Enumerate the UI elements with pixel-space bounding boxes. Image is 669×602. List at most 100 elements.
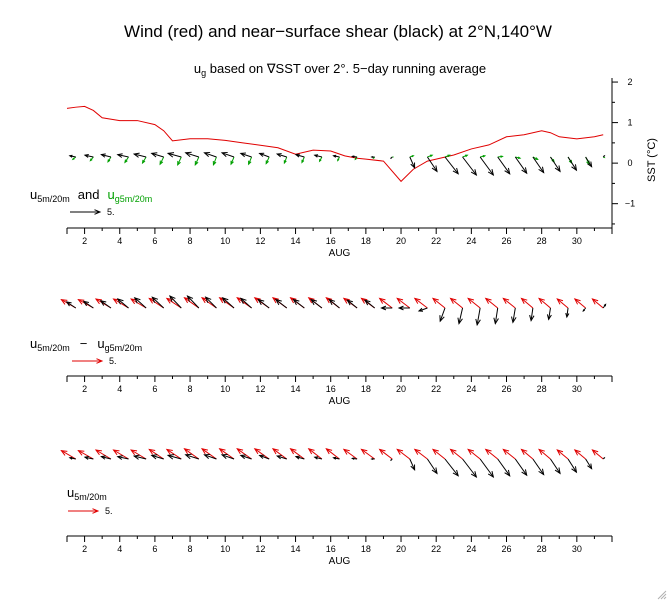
shear-arrow bbox=[426, 458, 438, 475]
wind-arrow bbox=[112, 449, 129, 460]
shear-arrow bbox=[83, 153, 94, 158]
sst-axis-label: SST (°C) bbox=[646, 138, 658, 182]
shear-arrow bbox=[332, 154, 340, 158]
x-tick-label: 14 bbox=[291, 384, 301, 394]
x-tick-label: 20 bbox=[396, 544, 406, 554]
shear-anomaly-arrow bbox=[186, 295, 200, 309]
shear-anomaly-arrow bbox=[239, 297, 252, 309]
wind-arrow bbox=[431, 448, 446, 460]
x-tick-label: 24 bbox=[466, 544, 476, 554]
wind-arrow bbox=[556, 298, 569, 309]
x-tick-label: 12 bbox=[255, 384, 265, 394]
shear-anomaly-arrow bbox=[328, 298, 340, 309]
wind-arrow bbox=[591, 298, 604, 309]
shear-arrow bbox=[550, 156, 561, 173]
wind-arrow bbox=[378, 297, 393, 309]
scale-arrow bbox=[68, 508, 100, 514]
sst-anomaly-line bbox=[66, 105, 604, 183]
x-tick-label: 10 bbox=[220, 384, 230, 394]
shear-arrow bbox=[567, 156, 578, 172]
wind-arrow bbox=[165, 448, 182, 460]
geostrophic-shear-arrow bbox=[265, 156, 270, 165]
shear-arrow bbox=[602, 154, 606, 158]
shear-anomaly-arrow bbox=[221, 296, 235, 309]
x-tick-label: 4 bbox=[117, 544, 122, 554]
shear-arrow bbox=[497, 458, 511, 477]
panel-1-wind-and-shear: SST (°C) 210−1 2 4 6 8 10 12 14 16 18 20 22 24 26 28 3… bbox=[30, 77, 658, 259]
shear-arrow bbox=[409, 458, 416, 471]
x-tick-label: 30 bbox=[572, 544, 582, 554]
shear-anomaly-arrow bbox=[133, 296, 147, 309]
shear-arrow bbox=[390, 458, 393, 462]
wind-arrow bbox=[431, 297, 446, 309]
geostrophic-shear-arrow bbox=[107, 156, 112, 163]
shear-arrow bbox=[294, 153, 305, 158]
shear-arrow bbox=[258, 454, 270, 460]
geostrophic-shear-arrow bbox=[515, 156, 522, 160]
shear-anomaly-arrow bbox=[310, 298, 323, 309]
x-tick-label: 10 bbox=[220, 544, 230, 554]
shear-anomaly-arrow bbox=[439, 307, 446, 323]
panel-1-scale-value: 5. bbox=[107, 207, 115, 217]
shear-anomaly-arrow bbox=[82, 300, 94, 309]
shear-arrow bbox=[550, 458, 561, 475]
wind-arrow bbox=[236, 448, 252, 460]
x-tick-label: 28 bbox=[537, 384, 547, 394]
geostrophic-shear-arrow bbox=[444, 154, 451, 158]
sst-tick-label: 1 bbox=[627, 118, 632, 128]
shear-anomaly-arrow bbox=[346, 299, 358, 309]
wind-vectors bbox=[60, 297, 604, 309]
x-tick-label: 6 bbox=[152, 544, 157, 554]
shear-anomaly-arrow bbox=[457, 307, 464, 325]
shear-anomaly-arrow bbox=[257, 298, 270, 309]
geostrophic-shear-arrow bbox=[248, 156, 253, 166]
x-tick-label: 8 bbox=[188, 384, 193, 394]
shear-arrow bbox=[203, 453, 217, 460]
wind-arrow bbox=[271, 448, 288, 460]
resize-grip-icon[interactable] bbox=[655, 588, 667, 600]
x-tick-label: 16 bbox=[326, 544, 336, 554]
wind-arrow bbox=[449, 297, 463, 309]
shear-arrow bbox=[166, 454, 182, 460]
shear-anomaly-arrow bbox=[493, 307, 499, 325]
shear-arrow bbox=[532, 458, 545, 476]
x-tick-label: 2 bbox=[82, 384, 87, 394]
scale-arrow bbox=[70, 209, 102, 215]
shear-arrow bbox=[390, 156, 393, 160]
shear-arrow bbox=[313, 456, 323, 460]
shear-arrow bbox=[479, 156, 495, 177]
wind-arrow bbox=[77, 449, 94, 460]
x-tick-label: 4 bbox=[117, 236, 122, 246]
wind-arrow bbox=[538, 297, 551, 309]
wind-arrow bbox=[325, 448, 340, 460]
x-tick-label: 10 bbox=[220, 236, 230, 246]
geostrophic-shear-arrow bbox=[337, 156, 340, 162]
geostrophic-shear-arrow bbox=[177, 156, 182, 166]
geostrophic-shear-arrow bbox=[318, 156, 323, 163]
wind-arrow bbox=[200, 448, 217, 460]
shear-arrow bbox=[585, 156, 593, 168]
x-tick-label: 24 bbox=[466, 236, 476, 246]
geostrophic-shear-arrow bbox=[230, 156, 235, 166]
shear-anomaly-vectors bbox=[65, 295, 607, 327]
shear-arrow bbox=[497, 156, 511, 175]
shear-anomaly-arrow bbox=[99, 300, 112, 309]
geostrophic-shear-arrow bbox=[141, 156, 147, 165]
x-axis-label: AUG bbox=[329, 396, 351, 407]
shear-anomaly-arrow bbox=[151, 296, 165, 309]
panel-1-legend: u5m/20m and ug5m/20m bbox=[30, 187, 152, 204]
shear-arrow bbox=[294, 455, 305, 460]
shear-arrow bbox=[275, 153, 287, 158]
shear-anomaly-arrow bbox=[546, 307, 552, 321]
geostrophic-shear-vectors bbox=[71, 154, 606, 166]
shear-arrow bbox=[132, 152, 147, 158]
wind-arrow bbox=[396, 448, 411, 460]
x-tick-label: 6 bbox=[152, 384, 157, 394]
x-tick-label: 28 bbox=[537, 236, 547, 246]
wind-arrow bbox=[573, 298, 586, 309]
wind-arrow bbox=[148, 448, 164, 460]
x-tick-label: 28 bbox=[537, 544, 547, 554]
x-tick-label: 14 bbox=[291, 236, 301, 246]
